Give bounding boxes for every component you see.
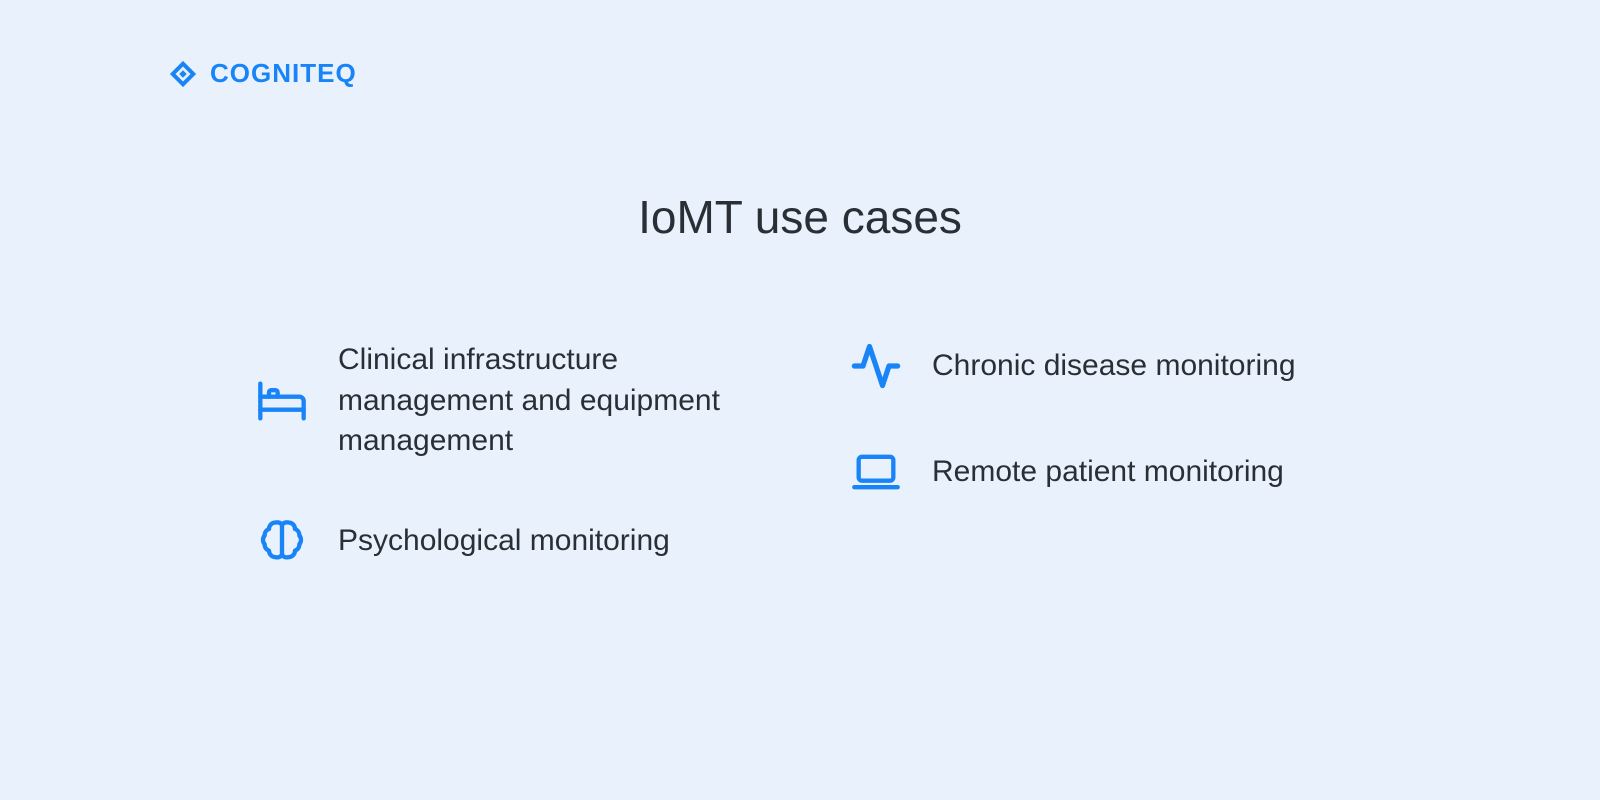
activity-icon — [850, 340, 902, 392]
bed-icon — [256, 375, 308, 427]
use-case-item: Clinical infrastructure management and e… — [256, 340, 750, 462]
use-case-item: Chronic disease monitoring — [850, 340, 1344, 392]
grid-column-left: Clinical infrastructure management and e… — [256, 340, 750, 568]
logo-icon — [168, 59, 198, 89]
use-case-label: Psychological monitoring — [338, 521, 670, 562]
use-cases-grid: Clinical infrastructure management and e… — [256, 340, 1344, 568]
use-case-label: Clinical infrastructure management and e… — [338, 340, 750, 462]
use-case-item: Psychological monitoring — [256, 516, 750, 568]
laptop-icon — [850, 446, 902, 498]
logo-text: COGNITEQ — [210, 58, 357, 89]
brand-logo: COGNITEQ — [168, 58, 357, 89]
brain-icon — [256, 516, 308, 568]
use-case-label: Chronic disease monitoring — [932, 346, 1296, 387]
grid-column-right: Chronic disease monitoring Remote patien… — [850, 340, 1344, 568]
use-case-label: Remote patient monitoring — [932, 452, 1284, 493]
use-case-item: Remote patient monitoring — [850, 446, 1344, 498]
page-title: IoMT use cases — [0, 190, 1600, 244]
